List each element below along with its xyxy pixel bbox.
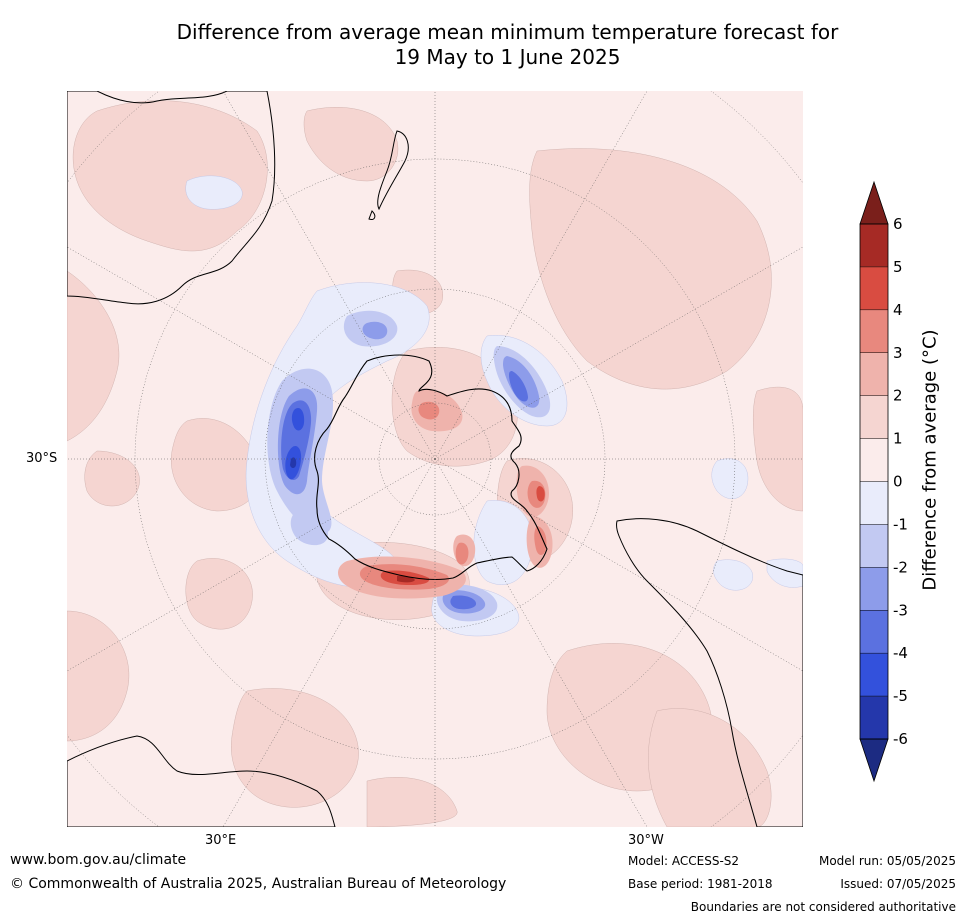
title-line-1: Difference from average mean minimum tem… <box>176 20 839 44</box>
new-zealand-coastline <box>368 130 409 220</box>
polar-map <box>67 91 803 827</box>
footer-model: Model: ACCESS-S2 <box>628 854 740 868</box>
colorbar-tick-label: 1 <box>893 430 903 448</box>
lon-label-30e: 30°E <box>205 833 237 848</box>
map-title: Difference from average mean minimum tem… <box>0 20 965 70</box>
colorbar-band <box>860 653 888 697</box>
colorbar-band <box>860 438 888 482</box>
colorbar-tick-label: -6 <box>893 730 908 748</box>
colorbar-tick-label: 2 <box>893 387 903 405</box>
colorbar-tick-label: -1 <box>893 515 908 533</box>
footer-issued: Issued: 07/05/2025 <box>840 877 956 891</box>
australia-coastline <box>67 91 276 305</box>
colorbar-tick-label: 0 <box>893 473 903 491</box>
footer-website[interactable]: www.bom.gov.au/climate <box>10 852 187 868</box>
colorbar-label: Difference from average (°C) <box>919 329 941 591</box>
footer-disclaimer: Boundaries are not considered authoritat… <box>690 900 956 914</box>
footer-model-run: Model run: 05/05/2025 <box>818 854 956 868</box>
colorbar-band <box>860 395 888 439</box>
colorbar: 6 5 4 3 2 1 0 -1 -2 -3 -4 -5 -6 <box>859 180 908 783</box>
colorbar-tick-label: 4 <box>893 301 903 319</box>
title-line-2: 19 May to 1 June 2025 <box>394 45 621 69</box>
warm-anomaly-1-2 <box>67 100 803 827</box>
colorbar-band <box>860 696 888 739</box>
africa-coastline <box>67 735 336 827</box>
colorbar-ticks: 6 5 4 3 2 1 0 -1 -2 -3 -4 -5 -6 <box>860 215 908 748</box>
colorbar-bands <box>860 224 888 739</box>
south-america-coastline <box>616 518 803 827</box>
lon-label-30w: 30°W <box>628 833 664 848</box>
colorbar-band <box>860 266 888 310</box>
colorbar-tick-label: -3 <box>893 601 908 619</box>
colorbar-band <box>860 352 888 396</box>
cool-anomaly-5-6 <box>290 457 297 468</box>
colorbar-tick-label: -2 <box>893 558 908 576</box>
graticule <box>67 91 803 827</box>
colorbar-label-wrap: Difference from average (°C) <box>890 250 965 670</box>
colorbar-band <box>860 481 888 525</box>
lat-label-30s: 30°S <box>26 451 58 466</box>
colorbar-tick-label: 3 <box>893 344 903 362</box>
antarctica-coastline <box>314 354 548 580</box>
colorbar-tick-label: -4 <box>893 644 908 662</box>
footer-base-period: Base period: 1981-2018 <box>628 877 773 891</box>
colorbar-tick-label: 6 <box>893 215 903 233</box>
colorbar-tick-label: -5 <box>893 687 908 705</box>
colorbar-band <box>860 524 888 568</box>
colorbar-extend-high <box>859 180 889 225</box>
colorbar-extend-low <box>859 738 889 783</box>
colorbar-band <box>860 567 888 611</box>
colorbar-band <box>860 610 888 654</box>
footer-copyright: © Commonwealth of Australia 2025, Austra… <box>10 876 507 892</box>
colorbar-band <box>860 309 888 353</box>
colorbar-tick-label: 5 <box>893 258 903 276</box>
colorbar-band <box>860 224 888 267</box>
